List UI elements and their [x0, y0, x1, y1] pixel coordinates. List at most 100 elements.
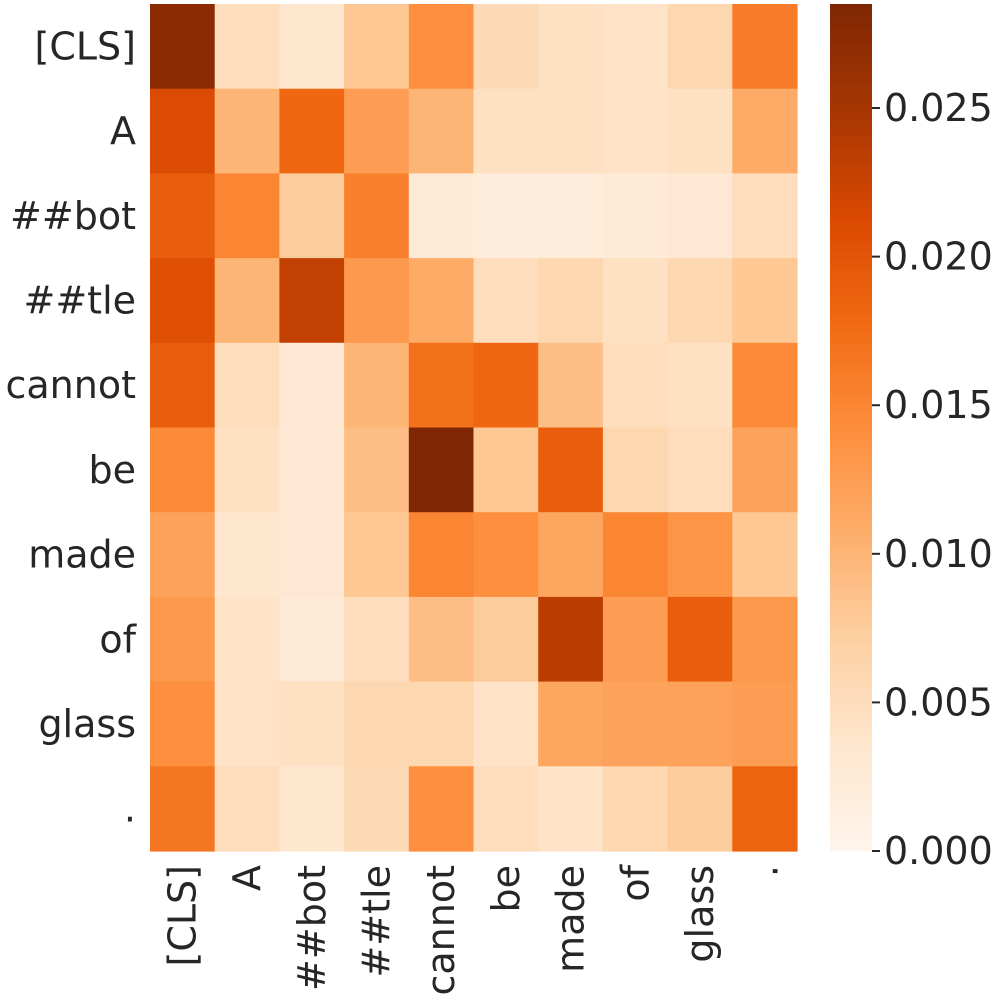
heatmap-cell-r8-c3 [344, 681, 410, 767]
heatmap-cell-r6-c8 [667, 512, 733, 598]
heatmap-cell-r2-c9 [732, 173, 798, 259]
heatmap-cell-r7-c1 [214, 596, 280, 683]
heatmap-cell-r4-c7 [602, 342, 669, 429]
heatmap-cell-r2-c5 [473, 173, 539, 259]
heatmap-cell-r1-c5 [473, 88, 539, 174]
heatmap-cell-r0-c3 [344, 4, 410, 90]
heatmap-cell-r9-c9 [732, 766, 798, 852]
colorbar-tick-label: 0.025 [884, 86, 993, 130]
heatmap-cell-r0-c0 [150, 4, 216, 90]
colorbar: 0.000 0.005 0.010 0.015 0.020 0.025 [830, 4, 993, 873]
heatmap-cell-r9-c8 [667, 766, 733, 852]
heatmap-cell-r5-c2 [279, 427, 345, 513]
heatmap-cell-r9-c5 [473, 766, 539, 852]
heatmap-cell-r1-c3 [344, 88, 410, 174]
colorbar-tick-label: 0.015 [884, 383, 993, 427]
heatmap-cell-r2-c8 [667, 173, 733, 259]
heatmap-cell-r3-c0 [150, 258, 216, 344]
heatmap-cell-r5-c4 [408, 427, 475, 513]
heatmap-cell-r6-c6 [538, 512, 604, 598]
heatmap-cell-r0-c2 [279, 4, 345, 90]
heatmap-cell-r9-c7 [602, 766, 669, 852]
y-tick-label: [CLS] [35, 24, 136, 68]
heatmap-cell-r8-c7 [602, 681, 669, 767]
heatmap-cell-r1-c1 [214, 88, 280, 174]
heatmap-cell-r7-c6 [538, 596, 604, 683]
heatmap-cell-r9-c6 [538, 766, 604, 852]
colorbar-tick-label: 0.000 [884, 829, 993, 873]
heatmap-cell-r6-c0 [150, 512, 216, 598]
heatmap-cell-r2-c7 [602, 173, 669, 259]
x-tick-label: . [743, 865, 787, 877]
heatmap-cell-r2-c4 [408, 173, 475, 259]
heatmap-cell-r8-c4 [408, 681, 475, 767]
heatmap-cell-r3-c3 [344, 258, 410, 344]
y-tick-label: . [124, 787, 136, 831]
heatmap-cell-r0-c8 [667, 4, 733, 90]
colorbar-tick-label: 0.005 [884, 680, 993, 724]
heatmap-cell-r8-c6 [538, 681, 604, 767]
heatmap-cell-r8-c1 [214, 681, 280, 767]
heatmap-cell-r1-c7 [602, 88, 669, 174]
heatmap-cell-r4-c8 [667, 342, 733, 429]
heatmap-cell-r7-c0 [150, 596, 216, 683]
heatmap-cell-r0-c5 [473, 4, 539, 90]
x-tick-label: be [484, 865, 528, 913]
heatmap-cell-r3-c4 [408, 258, 475, 344]
heatmap-cell-r3-c2 [279, 258, 345, 344]
heatmap-cell-r9-c1 [214, 766, 280, 852]
heatmap-cell-r7-c7 [602, 596, 669, 683]
heatmap-cell-r3-c9 [732, 258, 798, 344]
heatmap-cell-r5-c0 [150, 427, 216, 513]
x-tick-label: cannot [419, 865, 463, 996]
colorbar-gradient [830, 4, 872, 851]
y-tick-label: A [110, 109, 136, 153]
x-tick-labels: [CLS] A ##bot ##tle cannot be made of glass. [160, 863, 786, 995]
heatmap-cell-r3-c7 [602, 258, 669, 344]
heatmap-cell-r7-c2 [279, 596, 345, 683]
heatmap-cell-r7-c8 [667, 596, 733, 683]
y-tick-label: be [89, 448, 137, 492]
heatmap-cell-r0-c7 [602, 4, 669, 90]
heatmap-cell-r0-c1 [214, 4, 280, 90]
heatmap-cell-r7-c5 [473, 596, 539, 683]
heatmap-cell-r8-c9 [732, 681, 798, 767]
x-tick-label: made [549, 865, 593, 973]
heatmap-cell-r5-c9 [732, 427, 798, 513]
heatmap-cell-r4-c5 [473, 342, 539, 429]
heatmap-cell-r8-c8 [667, 681, 733, 767]
heatmap-cell-r2-c0 [150, 173, 216, 259]
heatmap-cell-r6-c3 [344, 512, 410, 598]
heatmap-cell-r2-c2 [279, 173, 345, 259]
heatmap-cell-r4-c2 [279, 342, 345, 429]
heatmap-cell-r6-c9 [732, 512, 798, 598]
y-tick-labels: [CLS] A ##bot ##tle cannot be made of glass. [6, 24, 138, 830]
heatmap-cell-r8-c2 [279, 681, 345, 767]
colorbar-tick-label: 0.010 [884, 532, 993, 576]
heatmap-cell-r2-c3 [344, 173, 410, 259]
x-tick-label: of [613, 863, 657, 901]
heatmap-cell-r4-c6 [538, 342, 604, 429]
heatmap-cell-r0-c6 [538, 4, 604, 90]
heatmap-cell-r6-c5 [473, 512, 539, 598]
heatmap-cell-r5-c5 [473, 427, 539, 513]
y-tick-label: ##tle [23, 278, 136, 322]
heatmap-cell-r7-c3 [344, 596, 410, 683]
heatmap-cell-r1-c2 [279, 88, 345, 174]
heatmap-cell-r4-c9 [732, 342, 798, 429]
heatmap-cell-r2-c6 [538, 173, 604, 259]
heatmap-cell-r4-c3 [344, 342, 410, 429]
heatmap-cell-r0-c4 [408, 4, 475, 90]
heatmap-cell-r6-c4 [408, 512, 475, 598]
heatmap-cell-r5-c1 [214, 427, 280, 513]
heatmap-cell-r4-c0 [150, 342, 216, 429]
y-tick-label: made [28, 533, 136, 577]
y-tick-label: ##bot [10, 194, 136, 238]
heatmap-cell-r0-c9 [732, 4, 798, 90]
heatmap-cell-r9-c0 [150, 766, 216, 852]
x-tick-label: glass [678, 865, 722, 963]
heatmap-cell-r5-c7 [602, 427, 669, 513]
heatmap-cell-r3-c1 [214, 258, 280, 344]
heatmap-cell-r1-c4 [408, 88, 475, 174]
